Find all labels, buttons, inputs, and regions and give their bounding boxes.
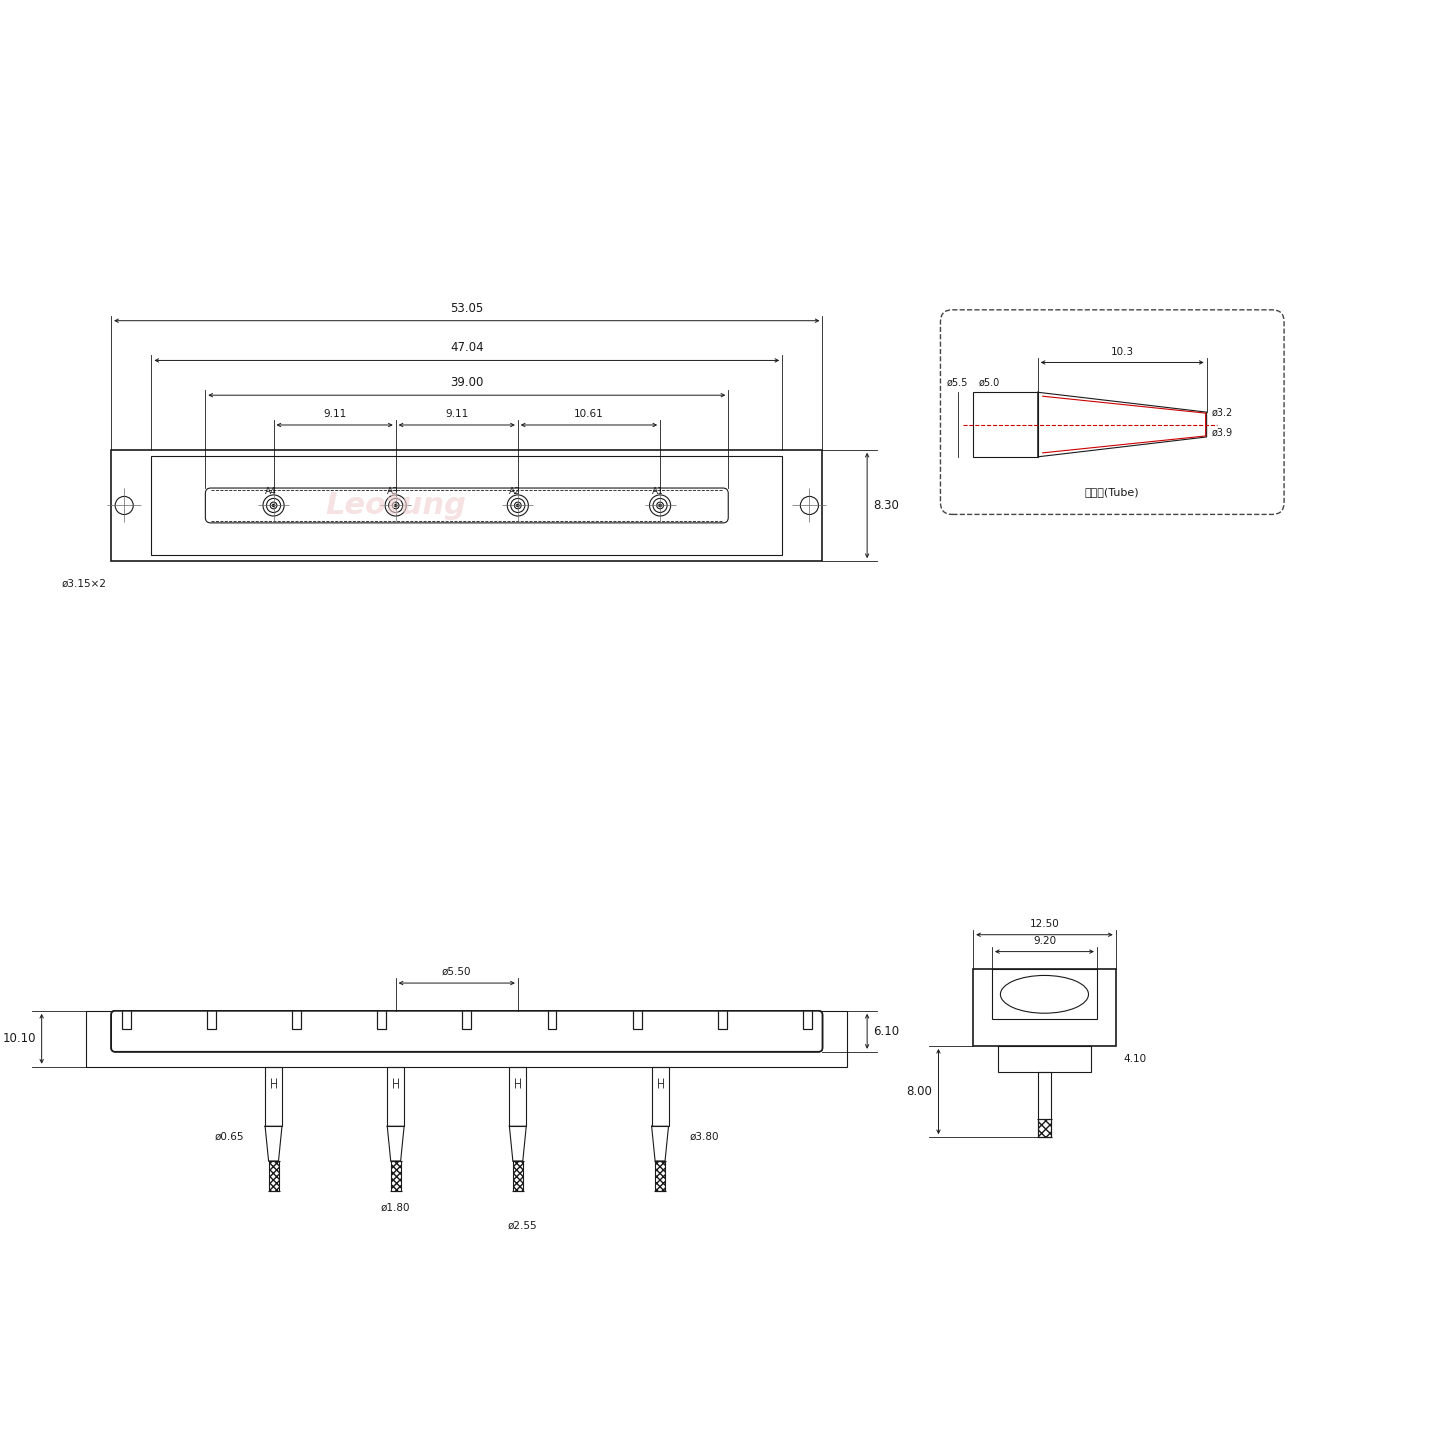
Bar bbox=[652, 1067, 668, 1126]
Text: 39.00: 39.00 bbox=[451, 376, 484, 389]
Text: ø3.2: ø3.2 bbox=[1211, 408, 1233, 418]
Text: 9.11: 9.11 bbox=[445, 409, 468, 419]
Text: ø5.5: ø5.5 bbox=[948, 377, 968, 387]
Bar bbox=[973, 392, 1038, 456]
Bar bbox=[151, 456, 782, 554]
Text: 6.10: 6.10 bbox=[873, 1025, 899, 1038]
Bar bbox=[390, 1161, 400, 1191]
Text: 9.11: 9.11 bbox=[323, 409, 346, 419]
Circle shape bbox=[658, 504, 661, 507]
Bar bbox=[655, 1161, 665, 1191]
Bar bbox=[992, 969, 1097, 1020]
Bar bbox=[86, 1011, 847, 1067]
Text: 53.05: 53.05 bbox=[451, 302, 484, 315]
Text: A4: A4 bbox=[265, 487, 276, 497]
Text: ø3.15×2: ø3.15×2 bbox=[62, 579, 107, 589]
Circle shape bbox=[395, 504, 397, 507]
Text: 10.61: 10.61 bbox=[575, 409, 603, 419]
Text: Leotung: Leotung bbox=[325, 491, 467, 520]
Circle shape bbox=[517, 504, 520, 507]
Text: A3: A3 bbox=[387, 487, 399, 497]
Text: A2: A2 bbox=[510, 487, 521, 497]
Bar bbox=[973, 969, 1116, 1045]
FancyBboxPatch shape bbox=[111, 1011, 822, 1051]
Text: 10.10: 10.10 bbox=[3, 1032, 36, 1045]
Bar bbox=[998, 1045, 1090, 1071]
Bar bbox=[265, 1067, 282, 1126]
Text: A1: A1 bbox=[651, 487, 664, 497]
Text: 47.04: 47.04 bbox=[449, 341, 484, 354]
Text: 屏蔽管(Tube): 屏蔽管(Tube) bbox=[1084, 487, 1139, 497]
Text: ø3.9: ø3.9 bbox=[1211, 428, 1233, 438]
Bar bbox=[510, 1067, 526, 1126]
Text: ø5.50: ø5.50 bbox=[442, 968, 471, 978]
Bar bbox=[387, 1067, 405, 1126]
Text: 8.30: 8.30 bbox=[873, 498, 899, 513]
Text: 4.10: 4.10 bbox=[1123, 1054, 1146, 1064]
Bar bbox=[513, 1161, 523, 1191]
Text: ø2.55: ø2.55 bbox=[508, 1221, 537, 1231]
Text: 12.50: 12.50 bbox=[1030, 919, 1060, 929]
Text: ø5.0: ø5.0 bbox=[978, 377, 999, 387]
Text: ø3.80: ø3.80 bbox=[690, 1132, 720, 1140]
Bar bbox=[1038, 1071, 1051, 1138]
Text: 9.20: 9.20 bbox=[1032, 936, 1056, 946]
Circle shape bbox=[272, 504, 275, 507]
Bar bbox=[111, 449, 822, 562]
Bar bbox=[1038, 1119, 1051, 1138]
Bar bbox=[269, 1161, 278, 1191]
Text: ø0.65: ø0.65 bbox=[215, 1132, 243, 1140]
Text: 10.3: 10.3 bbox=[1110, 347, 1133, 357]
Text: 8.00: 8.00 bbox=[907, 1084, 933, 1099]
Text: ø1.80: ø1.80 bbox=[382, 1202, 410, 1212]
